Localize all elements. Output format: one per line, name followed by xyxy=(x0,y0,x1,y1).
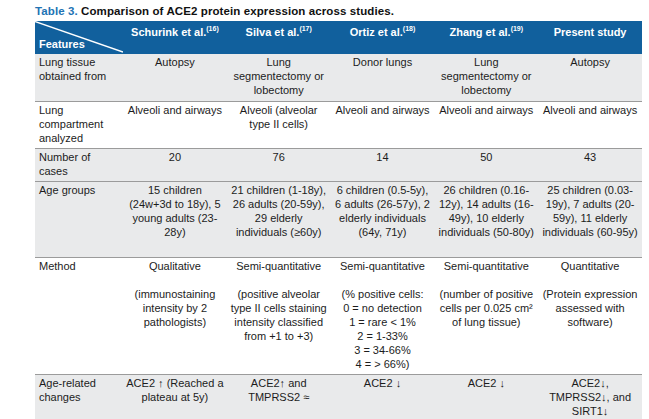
table-cell: 15 children (24w+3d to 18y), 5 young adu… xyxy=(123,182,227,257)
table-cell: Semi-quantitative (% positive cells: 0 =… xyxy=(331,258,435,374)
table-cell: 20 xyxy=(123,149,227,181)
table-cell: Alveoli and airways xyxy=(538,102,642,148)
column-header-label: Schurink et al. xyxy=(131,26,206,38)
table-number-label: Table 3. xyxy=(35,5,78,17)
table-cell: Quantitative (Protein expression assesse… xyxy=(538,258,642,374)
feature-cell: Method xyxy=(35,258,123,374)
column-header-label: Present study xyxy=(554,26,627,38)
column-header-label: Ortiz et al. xyxy=(350,26,403,38)
table-row-lung-tissue: Lung tissue obtained from Autopsy Lung s… xyxy=(35,54,642,101)
feature-cell: Age groups xyxy=(35,182,123,257)
table-title-text: Comparison of ACE2 protein expression ac… xyxy=(78,5,394,17)
table-title: Table 3. Comparison of ACE2 protein expr… xyxy=(35,5,649,17)
table-cell: 43 xyxy=(538,149,642,181)
table-row-method: Method Qualitative (immunostaining inten… xyxy=(35,257,642,374)
table-cell: Lung segmentectomy or lobectomy xyxy=(434,54,538,101)
comparison-table: Features Schurink et al.(16) Silva et al… xyxy=(35,21,642,419)
reference-superscript: (18) xyxy=(403,25,415,32)
table-cell: Alveoli and airways xyxy=(434,102,538,148)
table-cell: Alveoli and airways xyxy=(123,102,227,148)
table-cell: ACE2↓, TMPRSS2↓, and SIRT1↓ xyxy=(538,375,642,419)
feature-cell: Lung tissue obtained from xyxy=(35,54,123,101)
reference-superscript: (17) xyxy=(299,25,311,32)
column-header-present-study: Present study xyxy=(538,21,642,54)
table-cell: ACE2 ↓ xyxy=(434,375,538,419)
table-cell: Semi-quantitative (number of positive ce… xyxy=(434,258,538,374)
table-cell: Autopsy xyxy=(123,54,227,101)
table-cell: Autopsy xyxy=(538,54,642,101)
table-cell: 25 children (0.03-19y), 7 adults (20-59y… xyxy=(538,182,642,257)
table-row-age-related-changes: Age-related changes ACE2 ↑ (Reached a pl… xyxy=(35,374,642,419)
table-row-lung-compartment: Lung compartment analyzed Alveoli and ai… xyxy=(35,101,642,148)
table-cell: ACE2 ↓ xyxy=(331,375,435,419)
column-header-schurink: Schurink et al.(16) xyxy=(123,21,227,54)
table-cell: 76 xyxy=(227,149,331,181)
column-header-zhang: Zhang et al.(19) xyxy=(434,21,538,54)
feature-cell: Lung compartment analyzed xyxy=(35,102,123,148)
reference-superscript: (16) xyxy=(206,25,218,32)
table-cell: 14 xyxy=(331,149,435,181)
column-header-label: Silva et al. xyxy=(246,26,300,38)
feature-cell: Number of cases xyxy=(35,149,123,181)
table-cell: Donor lungs xyxy=(331,54,435,101)
table-cell: Lung segmentectomy or lobectomy xyxy=(227,54,331,101)
column-header-silva: Silva et al.(17) xyxy=(227,21,331,54)
table-cell: 6 children (0.5-5y), 6 adults (26-57y), … xyxy=(331,182,435,257)
feature-cell: Age-related changes xyxy=(35,375,123,419)
table-cell: ACE2 ↑ (Reached a plateau at 5y) xyxy=(123,375,227,419)
table-cell: 50 xyxy=(434,149,538,181)
table-header-row: Features Schurink et al.(16) Silva et al… xyxy=(35,21,642,54)
reference-superscript: (19) xyxy=(511,25,523,32)
features-header-cell: Features xyxy=(35,21,123,54)
table-row-number-of-cases: Number of cases 20 76 14 50 43 xyxy=(35,148,642,181)
table-row-age-groups: Age groups 15 children (24w+3d to 18y), … xyxy=(35,181,642,257)
features-header-label: Features xyxy=(39,38,85,52)
table-cell: 26 children (0.16-12y), 14 adults (16-49… xyxy=(434,182,538,257)
table-cell: Qualitative (immunostaining intensity by… xyxy=(123,258,227,374)
table-cell: Semi-quantitative (positive alveolar typ… xyxy=(227,258,331,374)
table-cell: Alveoli and airways xyxy=(331,102,435,148)
column-header-label: Zhang et al. xyxy=(450,26,511,38)
table-cell: 21 children (1-18y), 26 adults (20-59y),… xyxy=(227,182,331,257)
page: Table 3. Comparison of ACE2 protein expr… xyxy=(0,5,649,419)
column-header-ortiz: Ortiz et al.(18) xyxy=(331,21,435,54)
table-cell: ACE2↑ and TMPRSS2 ≈ xyxy=(227,375,331,419)
table-cell: Alveoli (alveolar type II cells) xyxy=(227,102,331,148)
